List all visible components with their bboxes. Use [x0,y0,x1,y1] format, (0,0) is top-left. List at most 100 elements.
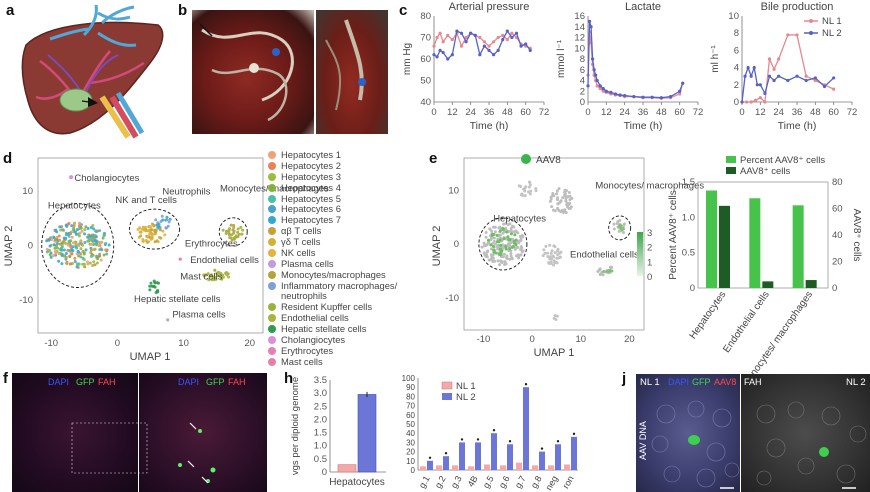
umap-e-cell-point [491,225,495,229]
umap-d-hepatocyte-point [102,233,106,237]
umap-d-endothelial-point [225,273,229,277]
umap-e-aav8-point [505,230,509,234]
umap-d-xtick: -10 [44,338,58,349]
umap-e-cell-point [542,248,546,252]
panel-label-d: d [3,150,13,167]
umap-e-cell-point [501,243,505,247]
bar-e-legend-swatch [726,167,736,174]
umap-d-hepatocyte-point [104,241,108,245]
umap-d-hepatocyte-point [54,251,58,255]
umap-e-aav8-point [508,247,512,251]
chart-c-point [609,90,613,94]
umap-d-neutrophil-point [168,217,172,221]
chart-c-xtick-label: 72 [693,107,704,118]
panel-label-a: a [6,2,15,19]
chart-c-point [595,84,599,88]
bar-h-ytick: 2.5 [314,401,327,412]
umap-d-hepatocyte-point [105,252,109,256]
chart-c-xtick-label: 0 [739,107,744,118]
umap-d-tnk-point [147,240,151,244]
umap-d-tnk-point [161,229,165,233]
bar-h2-nl1-bar [484,464,490,470]
umap-e-cell-point [555,192,559,196]
umap-d-legend-item: NK cells [268,248,418,259]
chart-c-point [438,48,442,53]
umap-d-hepatocyte-point [57,259,61,263]
umap-e-aav8-point [508,237,512,241]
umap-d-hepatocyte-point [73,230,77,234]
umap-d-hepatocyte-point [70,235,74,239]
umap-e-aav8-point [499,243,503,247]
chart-c-point [441,40,445,44]
chart-c-point [446,33,450,37]
umap-d-endothelial-point [219,275,223,279]
umap-e-colorbar-tick: 1 [647,257,652,268]
chart-c-point [601,89,605,93]
umap-e-cell-point [509,227,513,231]
umap-d-hepatocyte-point [73,256,77,260]
umap-e-cell-point [490,236,494,240]
chart-c-point [678,92,682,96]
umap-d-hepatocyte-point [82,252,86,256]
umap-e-cell-point [488,227,492,231]
chart-c-point [763,100,767,104]
umap-d-hepatocyte-point [71,245,75,249]
chart-c-point [601,86,605,91]
bar-h2-xtick: g.1 [417,474,432,490]
chart-c-xtick-label: 60 [828,107,839,118]
umap-e-cell-point [550,249,554,253]
umap-e-frame [463,157,645,331]
umap-d-tnk-point [153,232,157,236]
umap-e-cell-point [598,267,602,271]
panel-label-f: f [3,370,8,387]
umap-d-hepatocyte-point [95,256,99,260]
chart-c-ytick-label: 16 [574,11,585,22]
chart-c-xtick-label: 36 [638,107,649,118]
umap-e-cell-point [492,236,496,240]
microscopy-j-overlay: NL 1 DAPI GFP AAV8 FAH NL 2 AAV DNA [638,377,867,489]
umap-e-cell-point [497,226,501,230]
umap-e-label-endo: Endothelial cells [570,249,639,260]
umap-d-hepatocyte-point [60,248,64,252]
umap-d-hepatocyte-point [83,228,87,232]
umap-e-aav8-point [607,269,611,273]
umap-d-ylabel: UMAP 2 [3,226,15,267]
umap-d-hepatocyte-point [75,265,79,269]
chart-c-point [501,33,505,37]
umap-e-cell-point [546,251,550,255]
chart-c-point [786,33,790,37]
f-channel-fah: FAH [98,377,116,387]
umap-d-endothelial-point [204,273,208,277]
umap-d-legend-swatch [268,238,276,247]
umap-d-hepatocyte-point [72,221,76,225]
panel-label-h: h [284,370,294,387]
umap-e-cell-point [491,253,495,257]
chart-c-title-0: Arterial pressure [449,1,530,13]
umap-e-cell-point [612,222,616,226]
umap-e-cell-point [550,257,554,261]
microscopy-f-overlay: DAPI GFP FAH DAPI GFP FAH [48,377,246,484]
umap-e-cell-point [509,249,513,253]
chart-c-point [505,38,509,42]
bar-h2-ytick: 70 [406,402,415,411]
bar-e-ytick-right: 20 [832,257,843,268]
umap-d-macrophage-point [234,235,238,239]
bar-h2-xtick: ron [561,474,576,490]
umap-d-macrophage-point [228,236,232,240]
bar-e-ylabel-left: Percent AAV8⁺ cells [668,190,679,280]
umap-d-legend-label: Mast cells [281,355,323,367]
umap-d-cholangiocyte-point [69,175,74,180]
bar-h-ytick: 1.0 [314,441,327,452]
chart-c-point [772,67,776,71]
bar-h2-legend-swatch [441,381,453,390]
chart-c-point [767,74,772,78]
bar-h-ytick: 0.5 [314,454,327,465]
umap-d-legend-label: Erythrocytes [281,344,334,356]
umap-d-hepatocyte-point [94,229,98,233]
umap-d-hepatocyte-point [63,241,67,245]
chart-c-ytick-label: 6 [734,45,739,56]
umap-e-label-mono: Monocytes/ macrophages [595,181,704,192]
chart-c-ytick-label: 8 [580,54,585,65]
